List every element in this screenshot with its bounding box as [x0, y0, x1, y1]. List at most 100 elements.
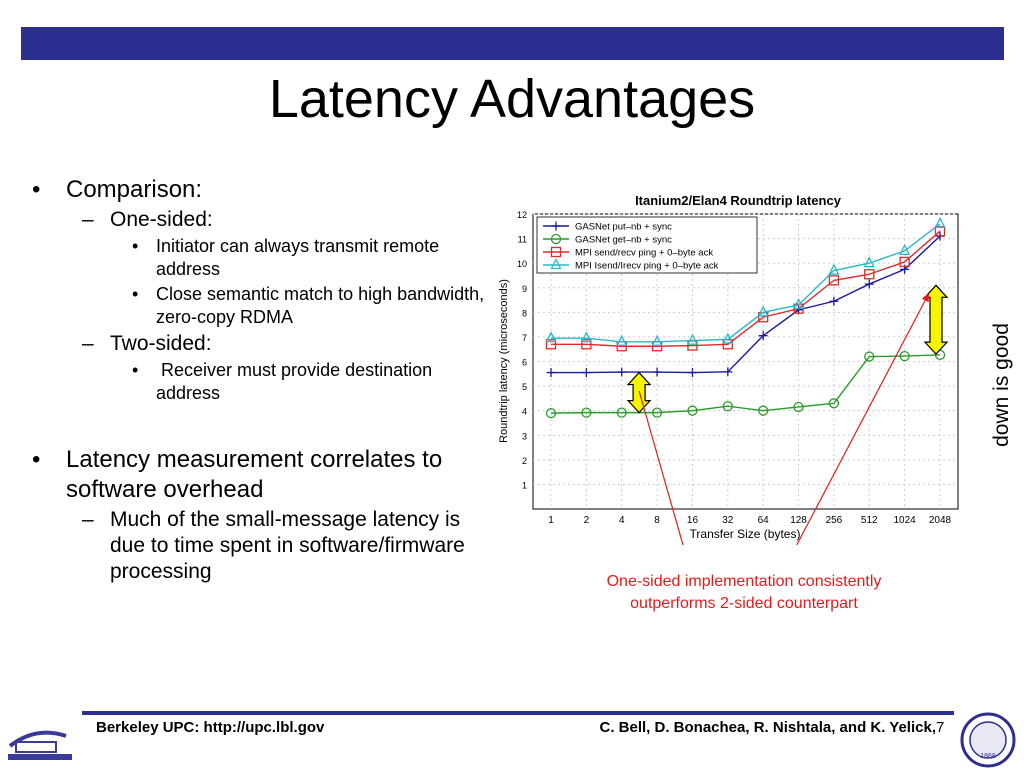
- y-tick-label: 8: [522, 308, 527, 318]
- bullet-latency: Latency measurement correlates to softwa…: [32, 445, 492, 505]
- data-point-triangle: [686, 333, 699, 345]
- x-tick-label: 1024: [894, 515, 917, 526]
- y-tick-label: 1: [522, 480, 527, 490]
- bullet-list: Comparison: One-sided: Initiator can alw…: [32, 175, 492, 587]
- x-tick-label: 16: [687, 515, 699, 526]
- bullet-comparison: Comparison:: [32, 175, 492, 205]
- berkeley-lab-logo: [8, 730, 72, 760]
- series-line: [550, 354, 941, 414]
- page-number: 7: [936, 719, 945, 736]
- data-point-circle: [793, 401, 804, 413]
- latency-chart: Itanium2/Elan4 Roundtrip latency 1234567…: [498, 193, 959, 545]
- data-point-triangle: [828, 263, 840, 275]
- data-point-plus: [829, 296, 839, 306]
- data-point-circle: [899, 350, 910, 362]
- x-tick-label: 256: [826, 515, 843, 526]
- y-tick-label: 12: [517, 210, 527, 220]
- data-point-triangle: [792, 298, 805, 310]
- x-tick-label: 4: [619, 515, 625, 526]
- bullet-one-sided-2: Close semantic match to high bandwidth, …: [32, 283, 492, 329]
- y-tick-label: 11: [518, 235, 527, 245]
- footer-bar: [82, 711, 954, 715]
- data-point-triangle: [545, 331, 557, 343]
- y-tick-label: 3: [522, 431, 527, 441]
- data-point-circle: [828, 398, 840, 409]
- data-point-square: [828, 275, 840, 286]
- data-point-plus: [723, 367, 733, 377]
- x-tick-label: 2048: [929, 515, 952, 526]
- x-tick-label: 64: [758, 515, 770, 526]
- data-point-circle: [550, 233, 562, 245]
- data-point-triangle: [757, 305, 769, 317]
- x-tick-label: 1: [548, 515, 554, 526]
- data-point-circle: [581, 407, 592, 418]
- x-tick-label: 2: [584, 515, 590, 526]
- data-point-square: [581, 339, 592, 350]
- series-line: [551, 235, 941, 374]
- data-point-triangle: [722, 332, 734, 344]
- y-axis-label: Roundtrip latency (microseconds): [498, 279, 510, 443]
- chart-title: Itanium2/Elan4 Roundtrip latency: [635, 193, 842, 208]
- y-tick-label: 2: [522, 456, 527, 466]
- data-point-triangle: [934, 216, 946, 228]
- data-point-circle: [687, 405, 698, 416]
- data-point-circle: [722, 401, 733, 412]
- data-point-plus: [864, 279, 874, 289]
- bullet-one-sided-1: Initiator can always transmit remote add…: [32, 235, 492, 281]
- down-is-good-text: down is good: [990, 323, 1013, 447]
- data-point-square: [545, 339, 557, 350]
- x-tick-label: 128: [790, 515, 807, 526]
- data-point-circle: [864, 351, 875, 362]
- data-point-triangle: [580, 331, 592, 343]
- red-caption: One-sided implementation consistently ou…: [606, 573, 882, 612]
- series-group: [545, 216, 946, 419]
- data-point-circle: [758, 405, 769, 416]
- x-axis-label: Transfer Size (bytes): [690, 527, 801, 541]
- legend-label: GASNet get–nb + sync: [575, 235, 672, 246]
- data-point-square: [899, 256, 910, 268]
- y-tick-label: 6: [522, 358, 527, 368]
- x-tick-label: 32: [722, 515, 734, 526]
- bullet-two-sided-1: Receiver must provide destination addres…: [32, 359, 492, 405]
- y-tick-label: 4: [522, 407, 527, 417]
- legend-box: [536, 216, 758, 274]
- footer-authors: C. Bell, D. Bonachea, R. Nishtala, and K…: [599, 719, 937, 736]
- bullet-latency-1: Much of the small-message latency is due…: [32, 507, 492, 585]
- data-point-square: [550, 246, 562, 258]
- data-point-plus: [758, 331, 768, 341]
- y-tick-label: 9: [522, 284, 527, 294]
- data-point-triangle: [863, 256, 875, 268]
- data-point-plus: [687, 368, 697, 378]
- data-point-square: [864, 269, 875, 280]
- y-tick-label: 5: [522, 382, 527, 392]
- grid: [533, 213, 958, 509]
- data-point-triangle: [550, 258, 562, 270]
- data-point-triangle: [899, 243, 911, 256]
- series-line: [551, 223, 941, 343]
- x-tick-label: 8: [654, 515, 660, 526]
- y-tick-label: 7: [522, 333, 527, 343]
- data-point-plus: [617, 367, 627, 377]
- x-axis: 1 2 4 8 16 32 64 128 256 512 1024 2048: [548, 515, 951, 526]
- data-point-circle: [545, 407, 557, 419]
- series-line: [551, 230, 941, 347]
- bullet-two-sided: Two-sided:: [32, 331, 492, 357]
- red-arrow-left: [638, 390, 684, 545]
- legend-label: GASNet put–nb + sync: [575, 222, 672, 233]
- data-point-triangle: [651, 334, 663, 346]
- legend-label: MPI Isend/Irecv ping + 0–byte ack: [575, 261, 719, 272]
- uc-seal-year: 1868: [980, 753, 996, 760]
- uc-seal-logo: 1868: [960, 712, 1016, 768]
- down-is-good-label: down is good: [990, 323, 1013, 447]
- data-point-plus: [581, 368, 591, 378]
- red-arrow-right: [796, 293, 929, 545]
- data-point-plus: [546, 368, 556, 378]
- top-bar: [21, 27, 1004, 60]
- slide-title: Latency Advantages: [268, 69, 756, 129]
- data-point-plus: [652, 367, 662, 377]
- data-point-circle: [651, 407, 663, 418]
- data-point-plus: [551, 221, 561, 231]
- bullet-one-sided: One-sided:: [32, 207, 492, 233]
- y-tick-label: 10: [517, 259, 527, 269]
